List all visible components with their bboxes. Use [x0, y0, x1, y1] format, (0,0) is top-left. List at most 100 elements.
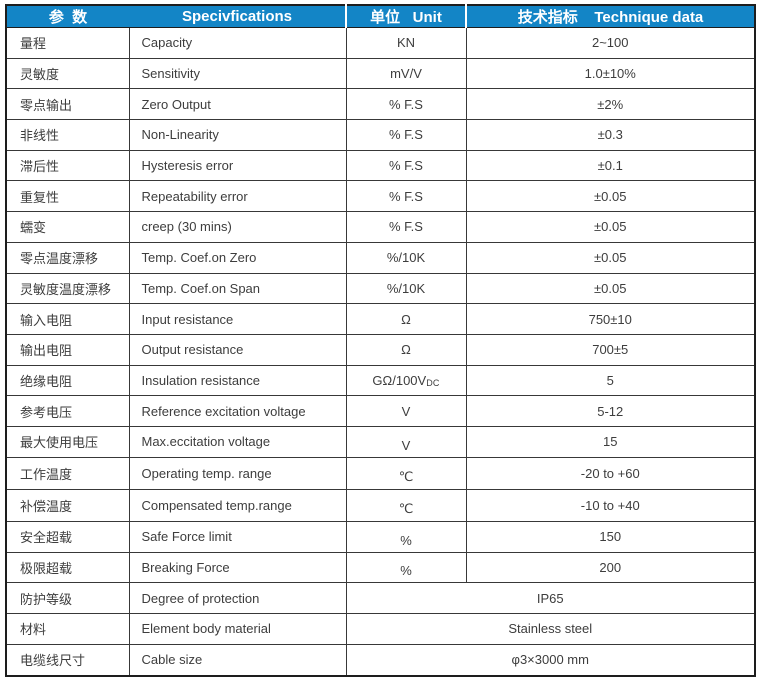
unit-cell: %/10K	[345, 272, 467, 305]
value-cell: 700±5	[465, 333, 756, 366]
column-header-parameter: 参 数	[6, 5, 129, 28]
specification-cell: Input resistance	[128, 303, 347, 335]
table-row: 绝缘电阻 Insulation resistance GΩ/100VDC 5	[5, 364, 756, 397]
table-row: 最大使用电压 Max.eccitation voltage V 15	[5, 425, 756, 458]
value-cell: ±0.05	[465, 180, 756, 213]
column-header-specifications: Specivfications	[129, 5, 346, 28]
parameter-cell: 材料	[5, 613, 130, 645]
table-row: 零点温度漂移 Temp. Coef.on Zero %/10K ±0.05	[5, 241, 756, 274]
specification-cell: Sensitivity	[128, 57, 347, 90]
specification-cell: Breaking Force	[128, 551, 347, 584]
parameter-cell: 极限超载	[5, 551, 130, 584]
table-row: 蠕变 creep (30 mins)% F.S ±0.05	[5, 211, 756, 243]
specification-table: 参 数 Specivfications 单位 Unit 技术指标 Techniq…	[5, 4, 756, 677]
parameter-cell: 电缆线尺寸	[5, 643, 130, 677]
unit-cell: mV/V	[345, 57, 467, 90]
unit-cell: GΩ/100VDC	[345, 364, 467, 397]
specification-cell: Compensated temp.range	[128, 488, 347, 523]
value-cell: 1.0±10%	[465, 57, 756, 90]
table-row: 重复性 Repeatability error% F.S ±0.05	[5, 180, 756, 213]
parameter-cell: 零点温度漂移	[5, 241, 130, 274]
unit-cell: % F.S	[345, 88, 467, 121]
specification-cell: Degree of protection	[128, 582, 347, 615]
unit-cell: V	[345, 395, 467, 427]
table-row: 非线性 Non-Linearity% F.S ±0.3	[5, 119, 756, 151]
unit-cell: ℃	[345, 488, 467, 523]
parameter-cell: 输出电阻	[5, 333, 130, 366]
unit-cell: Ω	[345, 333, 467, 366]
specification-cell: Element body material	[128, 613, 347, 645]
specification-cell: Hysteresis error	[128, 149, 347, 182]
specification-cell: Temp. Coef.on Zero	[128, 241, 347, 274]
header-row: 参 数 Specivfications 单位 Unit 技术指标 Techniq…	[6, 5, 755, 28]
value-cell: IP65	[345, 582, 756, 615]
table-row: 补偿温度 Compensated temp.range ℃ -10 to +40	[5, 488, 756, 523]
parameter-cell: 防护等级	[5, 582, 130, 615]
column-header-technique-data: 技术指标 Technique data	[465, 5, 755, 28]
specification-cell: Temp. Coef.on Span	[128, 272, 347, 305]
table-row: 极限超载 Breaking Force% 200	[5, 551, 756, 584]
parameter-cell: 灵敏度	[5, 57, 130, 90]
parameter-cell: 参考电压	[5, 395, 130, 427]
specification-cell: Repeatability error	[128, 180, 347, 213]
unit-cell: V	[345, 425, 467, 458]
table-row: 灵敏度温度漂移 Temp. Coef.on Span %/10K ±0.05	[5, 272, 756, 305]
specification-cell: Cable size	[128, 643, 347, 677]
value-cell: ±0.05	[465, 241, 756, 274]
value-cell: 150	[465, 521, 756, 553]
specification-cell: Reference excitation voltage	[128, 395, 347, 427]
unit-cell: % F.S	[345, 119, 467, 151]
value-cell: ±0.05	[465, 211, 756, 243]
unit-cell: % F.S	[345, 180, 467, 213]
value-cell: -20 to +60	[465, 456, 756, 490]
value-cell: 200	[465, 551, 756, 584]
unit-cell: % F.S	[345, 211, 467, 243]
parameter-cell: 蠕变	[5, 211, 130, 243]
specification-cell: creep (30 mins)	[128, 211, 347, 243]
specification-cell: Operating temp. range	[128, 456, 347, 490]
specification-cell: Zero Output	[128, 88, 347, 121]
parameter-cell: 滞后性	[5, 149, 130, 182]
table-row: 工作温度 Operating temp. range ℃ -20 to +60	[5, 456, 756, 490]
parameter-cell: 灵敏度温度漂移	[5, 272, 130, 305]
unit-cell: ℃	[345, 456, 467, 490]
value-cell: ±0.1	[465, 149, 756, 182]
unit-text: GΩ/100V	[372, 372, 427, 388]
parameter-cell: 工作温度	[5, 456, 130, 490]
unit-cell: KN	[345, 27, 467, 59]
specification-cell: Capacity	[128, 27, 347, 59]
table-row: 防护等级 Degree of protection IP65	[5, 582, 756, 615]
specification-cell: Non-Linearity	[128, 119, 347, 151]
table-row: 输出电阻 Output resistance Ω 700±5	[5, 333, 756, 366]
table-row: 参考电压 Reference excitation voltage V 5-12	[5, 395, 756, 427]
value-cell: Stainless steel	[345, 613, 756, 645]
parameter-cell: 零点输出	[5, 88, 130, 121]
unit-cell: Ω	[345, 303, 467, 335]
unit-cell: %	[345, 521, 467, 553]
specification-cell: Safe Force limit	[128, 521, 347, 553]
table-row: 输入电阻 Input resistance Ω 750±10	[5, 303, 756, 335]
unit-cell: % F.S	[345, 149, 467, 182]
value-cell: ±0.3	[465, 119, 756, 151]
value-cell: ±0.05	[465, 272, 756, 305]
value-cell: ±2%	[465, 88, 756, 121]
value-cell: 5-12	[465, 395, 756, 427]
parameter-cell: 最大使用电压	[5, 425, 130, 458]
value-cell: 15	[465, 425, 756, 458]
value-cell: 5	[465, 364, 756, 397]
specification-cell: Insulation resistance	[128, 364, 347, 397]
unit-cell: %	[345, 551, 467, 584]
column-header-unit: 单位 Unit	[345, 5, 466, 28]
table-row: 零点输出 Zero Output% F.S ±2%	[5, 88, 756, 121]
value-cell: 2~100	[465, 27, 756, 59]
table-row: 安全超载 Safe Force limit% 150	[5, 521, 756, 553]
parameter-cell: 非线性	[5, 119, 130, 151]
table-row: 量程 Capacity KN 2~100	[5, 27, 756, 59]
unit-cell: %/10K	[345, 241, 467, 274]
specification-cell: Output resistance	[128, 333, 347, 366]
value-cell: 750±10	[465, 303, 756, 335]
unit-subscript: DC	[426, 377, 440, 388]
table-row: 电缆线尺寸 Cable size φ3×3000 mm	[5, 643, 756, 677]
parameter-cell: 安全超载	[5, 521, 130, 553]
